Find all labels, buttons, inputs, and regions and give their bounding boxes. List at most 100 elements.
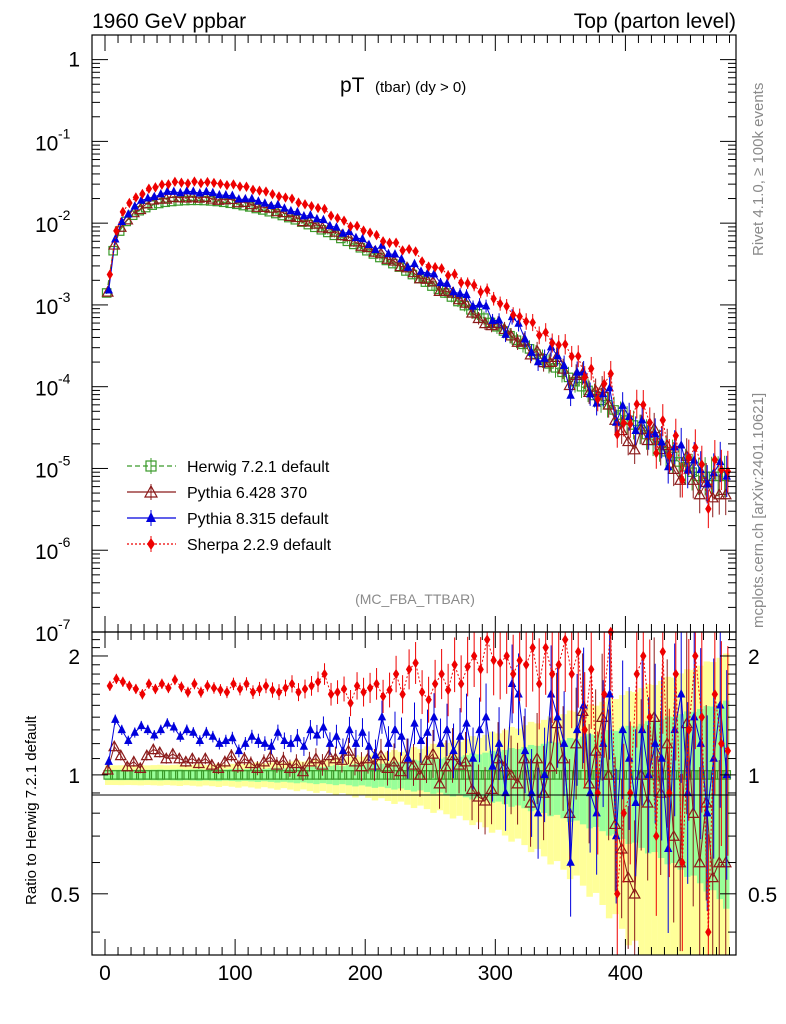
main-point-pythia xyxy=(670,441,679,451)
main-point-herwig xyxy=(342,236,353,247)
main-point-sherpa xyxy=(191,176,198,187)
main-point-sherpa xyxy=(106,269,114,280)
main-y-tick-label-base: 10 xyxy=(35,296,58,319)
ratio-point-sherpa xyxy=(718,738,725,749)
main-point-pythia xyxy=(553,350,562,360)
main-point-pythia xyxy=(429,268,439,278)
main-point-pythia xyxy=(351,232,361,242)
main-point-sherpa xyxy=(145,183,153,194)
main-point-pythia xyxy=(228,190,237,199)
main-point-pythia xyxy=(205,192,219,204)
ratio-point-pythia xyxy=(394,765,407,777)
main-point-pythia xyxy=(329,225,342,237)
main-point-sherpa xyxy=(588,363,595,374)
ratio-point-pythia xyxy=(254,735,263,744)
ratio-band-green xyxy=(235,768,242,782)
ratio-point-sherpa xyxy=(653,830,660,842)
ratio-point-pythia xyxy=(553,711,562,721)
ratio-point-sherpa xyxy=(425,694,432,705)
rivet-label: Rivet 4.1.0, ≥ 100k events xyxy=(750,83,767,256)
ratio-point-pythia xyxy=(403,753,413,762)
legend-marker-pythia xyxy=(143,484,159,498)
main-point-pythia xyxy=(641,433,654,446)
main-point-sherpa xyxy=(347,221,354,232)
ratio-point-sherpa xyxy=(210,682,218,694)
main-point-pythia xyxy=(433,284,446,296)
ratio-point-pythia xyxy=(351,738,361,747)
header-right-label: Top (parton level) xyxy=(574,10,736,33)
ratio-point-sherpa xyxy=(308,680,315,692)
ratio-point-herwig xyxy=(266,770,276,780)
ratio-point-herwig xyxy=(578,770,588,780)
main-point-pythia xyxy=(696,464,705,474)
main-point-pythia xyxy=(452,293,466,305)
main-point-sherpa xyxy=(282,192,289,203)
ratio-band-green xyxy=(118,769,125,781)
main-point-sherpa xyxy=(464,278,471,289)
ratio-point-pythia xyxy=(384,738,393,747)
ratio-point-pythia xyxy=(579,700,588,709)
ratio-point-sherpa xyxy=(139,689,146,700)
main-point-pythia xyxy=(189,186,198,195)
main-point-sherpa xyxy=(256,185,263,196)
main-point-pythia xyxy=(719,488,732,500)
ratio-point-pythia xyxy=(147,742,160,755)
ratio-point-sherpa xyxy=(340,683,348,695)
main-point-sherpa xyxy=(308,200,315,212)
main-point-pythia xyxy=(413,272,427,284)
main-point-pythia xyxy=(163,186,172,195)
main-y-axis: 110-110-210-310-410-510-610-7 xyxy=(35,34,736,646)
ratio-band-green xyxy=(339,766,346,785)
main-point-sherpa xyxy=(386,237,393,249)
ratio-point-pythia xyxy=(244,756,258,769)
ratio-point-sherpa xyxy=(490,655,497,666)
ratio-point-pythia xyxy=(690,711,699,721)
ratio-band-green xyxy=(293,766,301,784)
main-point-pythia xyxy=(186,190,199,202)
ratio-point-pythia xyxy=(312,730,322,739)
main-point-sherpa xyxy=(399,245,406,256)
main-point-pythia xyxy=(104,285,113,294)
ratio-point-sherpa xyxy=(275,686,283,698)
main-y-tick-label-base: 10 xyxy=(35,459,58,482)
main-point-sherpa xyxy=(718,464,725,476)
ratio-point-pythia xyxy=(199,752,212,764)
main-point-pythia xyxy=(624,411,634,420)
main-point-pythia xyxy=(403,262,413,271)
main-point-pythia xyxy=(602,398,615,410)
main-series-layer xyxy=(101,176,732,529)
ratio-band-green xyxy=(332,765,340,786)
ratio-y-tick-label: 2 xyxy=(68,646,80,669)
main-point-sherpa xyxy=(666,450,673,461)
main-point-pythia xyxy=(124,209,133,218)
main-point-pythia xyxy=(212,193,225,205)
ratio-point-sherpa xyxy=(366,682,374,694)
main-point-pythia xyxy=(579,367,588,376)
ratio-point-sherpa xyxy=(529,642,536,653)
ratio-y-tick-label-right: 0.5 xyxy=(748,884,777,907)
ratio-point-pythia xyxy=(316,758,329,770)
ratio-point-pythia xyxy=(618,724,627,734)
ratio-point-sherpa xyxy=(295,686,302,698)
ratio-point-sherpa xyxy=(672,668,680,680)
ratio-point-pythia xyxy=(117,724,126,734)
ratio-point-pythia xyxy=(537,786,550,798)
ratio-point-sherpa xyxy=(496,657,504,669)
main-point-pythia xyxy=(273,199,283,208)
main-y-tick-label: 1 xyxy=(68,49,80,72)
ratio-point-pythia xyxy=(504,768,518,780)
ratio-point-herwig xyxy=(480,770,491,780)
ratio-point-pythia xyxy=(296,765,310,777)
ratio-point-pythia xyxy=(667,829,680,841)
ratio-point-pythia xyxy=(345,724,354,734)
main-point-pythia xyxy=(475,299,484,308)
ratio-x-tick-label: 0 xyxy=(99,962,111,985)
ratio-point-herwig xyxy=(194,770,205,780)
main-point-pythia xyxy=(199,190,212,202)
ratio-point-pythia xyxy=(134,761,147,773)
main-point-pythia xyxy=(293,206,302,216)
ratio-point-sherpa xyxy=(334,686,341,698)
ratio-band-green xyxy=(430,757,437,794)
legend-marker-sherpa xyxy=(147,538,155,550)
main-point-pythia xyxy=(722,471,731,480)
